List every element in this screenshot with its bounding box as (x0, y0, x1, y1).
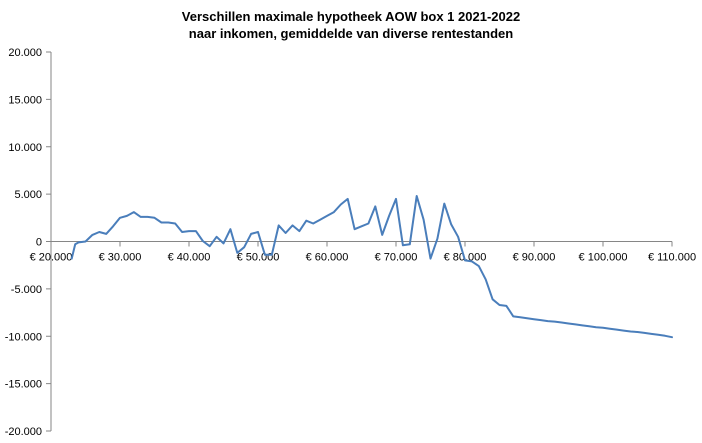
series-line (70, 195, 673, 339)
y-tick-label: -15.000 (5, 379, 42, 391)
y-tick-label: 5.000 (14, 189, 42, 201)
y-tick-label: 10.000 (8, 142, 42, 154)
y-tick-label: -5.000 (11, 284, 42, 296)
y-tick-label: -20.000 (5, 426, 42, 438)
x-tick-label: € 20.000 (30, 252, 73, 264)
chart-title-line-2: naar inkomen, gemiddelde van diverse ren… (188, 26, 514, 41)
x-tick-label: € 40.000 (168, 252, 211, 264)
x-tick-label: € 30.000 (99, 252, 142, 264)
x-tick-label: € 100.000 (579, 252, 628, 264)
x-tick-label: € 60.000 (306, 252, 349, 264)
y-tick-label: 20.000 (8, 47, 42, 59)
y-tick-label: 0 (36, 237, 42, 249)
x-tick-label: € 110.000 (648, 252, 696, 264)
y-tick-label: 15.000 (8, 94, 42, 106)
chart-title-line-1: Verschillen maximale hypotheek AOW box 1… (181, 9, 521, 24)
chart-title: Verschillen maximale hypotheek AOW box 1… (0, 8, 702, 42)
x-tick-label: € 70.000 (375, 252, 418, 264)
y-tick-label: -10.000 (5, 331, 42, 343)
x-tick-label: € 90.000 (513, 252, 556, 264)
